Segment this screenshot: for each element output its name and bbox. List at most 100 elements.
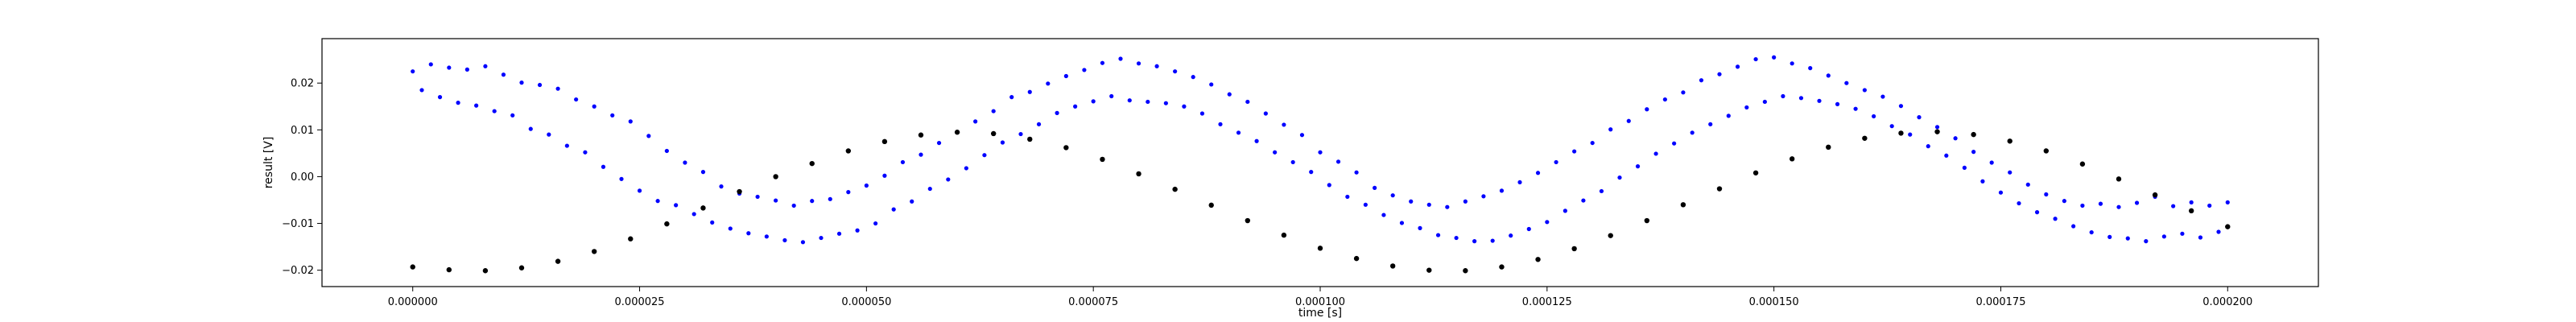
data-point (1744, 105, 1749, 110)
x-tick-label: 0.000000 (388, 296, 438, 308)
data-point (592, 104, 597, 109)
data-point (1345, 194, 1350, 200)
y-tick-label: 0.01 (291, 125, 314, 137)
data-point (1199, 111, 1205, 116)
data-point (1389, 263, 1396, 269)
data-point (1726, 114, 1731, 118)
data-point (2225, 224, 2231, 229)
x-tick-label: 0.000075 (1068, 296, 1118, 308)
data-point (782, 237, 787, 243)
data-point (1208, 202, 1214, 208)
data-point (2034, 210, 2040, 215)
data-point (1363, 202, 1368, 207)
data-point (428, 62, 433, 67)
data-point (828, 196, 832, 201)
data-point (1418, 225, 1422, 230)
data-point (1435, 233, 1441, 237)
data-point (1245, 217, 1251, 224)
data-point (1027, 136, 1033, 142)
data-point (1146, 99, 1150, 105)
data-point (1752, 170, 1759, 175)
data-point (1789, 156, 1795, 162)
data-point (700, 205, 706, 211)
data-point (1708, 122, 1713, 126)
data-point (1526, 226, 1531, 232)
data-point (411, 69, 415, 74)
series-1 (411, 55, 2230, 245)
data-point (1182, 104, 1187, 109)
data-point (1917, 115, 1922, 120)
data-point (2125, 236, 2130, 241)
data-point (1898, 130, 1904, 136)
data-point (1100, 60, 1105, 65)
data-point (1299, 133, 1305, 138)
data-point (1989, 160, 1994, 165)
data-point (1753, 56, 1758, 62)
data-point (1662, 97, 1667, 102)
data-point (810, 199, 815, 204)
x-axis-label: time [s] (1298, 307, 1342, 320)
data-point (791, 203, 796, 208)
data-point (601, 164, 606, 169)
data-point (1245, 99, 1250, 105)
data-point (1373, 185, 1377, 190)
data-point (1581, 198, 1586, 203)
data-point (1309, 170, 1314, 175)
data-point (1463, 268, 1468, 274)
data-point (891, 207, 896, 212)
data-point (664, 221, 670, 227)
data-point (2134, 200, 2140, 205)
data-point (501, 72, 506, 77)
data-point (2062, 199, 2066, 204)
data-point (483, 64, 488, 68)
data-point (1317, 246, 1323, 251)
x-tick-label: 0.000175 (1975, 296, 2025, 308)
data-point (2107, 234, 2112, 239)
data-point (1481, 194, 1486, 199)
data-point (1653, 151, 1658, 156)
data-point (1690, 130, 1695, 135)
data-point (1426, 202, 1431, 207)
data-point (492, 109, 497, 114)
data-point (1390, 193, 1395, 198)
data-point (954, 130, 960, 135)
data-point (773, 174, 778, 180)
data-point (547, 132, 551, 137)
data-point (637, 188, 642, 193)
data-point (1463, 199, 1468, 204)
data-point (1127, 98, 1132, 103)
data-point (482, 268, 489, 274)
data-point (2198, 235, 2203, 240)
data-point (1055, 110, 1059, 115)
data-point (1490, 238, 1495, 243)
data-point (1227, 92, 1232, 97)
data-point (819, 235, 824, 241)
data-point (1572, 149, 1577, 154)
data-point (1353, 255, 1360, 262)
data-point (1735, 64, 1740, 69)
data-point (800, 240, 806, 245)
data-point (2098, 201, 2103, 206)
data-point (1953, 136, 1958, 141)
data-point (1817, 98, 1822, 103)
data-point (1163, 101, 1168, 105)
data-point (1680, 202, 1686, 208)
data-point (464, 67, 469, 72)
data-point (674, 203, 679, 208)
data-point (1399, 221, 1405, 225)
data-point (864, 183, 869, 188)
data-point (936, 140, 942, 146)
data-point (919, 152, 923, 157)
data-point (1191, 75, 1195, 80)
data-point (1998, 190, 2004, 195)
data-point (1563, 208, 1567, 213)
data-point (1082, 68, 1087, 72)
data-point (518, 265, 525, 270)
data-point (1009, 95, 1014, 100)
data-point (564, 143, 569, 148)
data-point (1118, 56, 1123, 61)
data-point (845, 148, 852, 154)
data-point (1018, 131, 1023, 137)
data-point (927, 186, 932, 192)
series-2 (410, 129, 2231, 274)
